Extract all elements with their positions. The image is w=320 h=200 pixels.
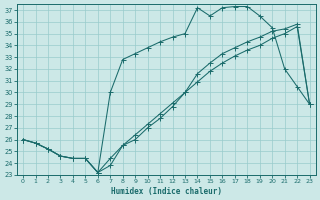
X-axis label: Humidex (Indice chaleur): Humidex (Indice chaleur) bbox=[111, 187, 222, 196]
